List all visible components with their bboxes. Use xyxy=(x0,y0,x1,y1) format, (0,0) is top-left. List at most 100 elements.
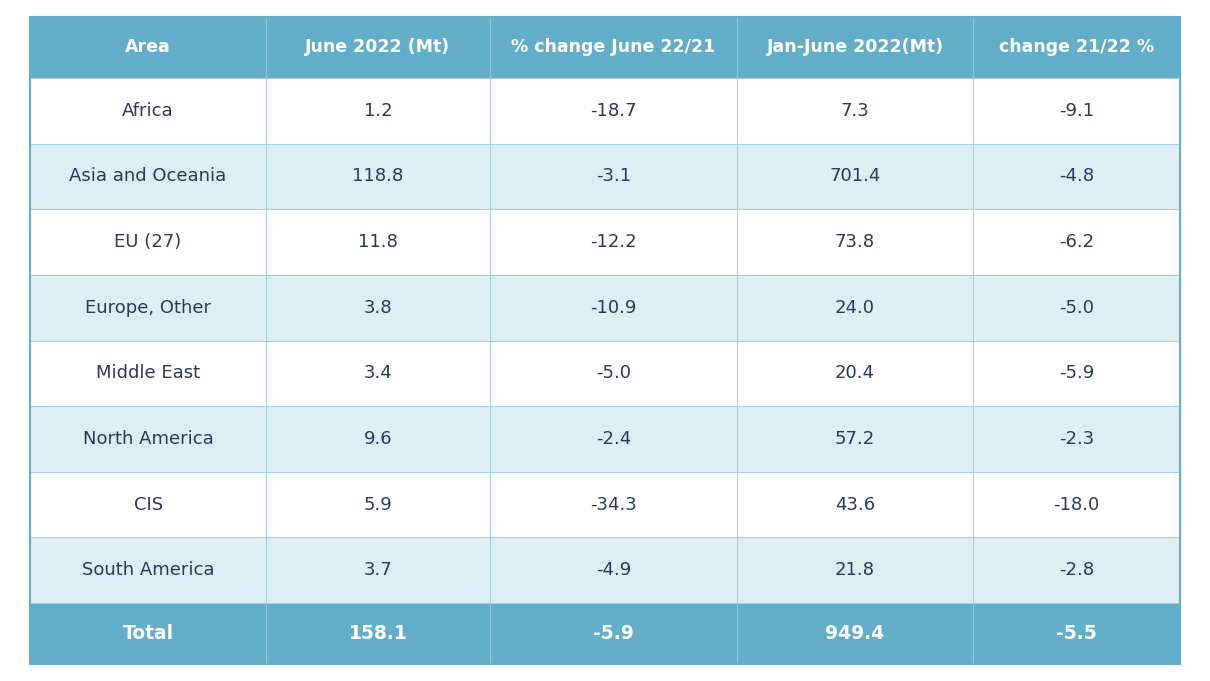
Text: -2.3: -2.3 xyxy=(1059,430,1094,448)
Text: -4.9: -4.9 xyxy=(597,561,632,580)
Bar xyxy=(30,17,266,78)
Text: 949.4: 949.4 xyxy=(825,624,885,643)
Text: -18.0: -18.0 xyxy=(1053,496,1100,513)
Bar xyxy=(737,603,973,664)
Bar xyxy=(490,472,737,537)
Text: -34.3: -34.3 xyxy=(590,496,636,513)
Bar xyxy=(266,17,490,78)
Bar xyxy=(266,340,490,406)
Text: 3.4: 3.4 xyxy=(363,364,392,382)
Text: Europe, Other: Europe, Other xyxy=(85,299,211,317)
Bar xyxy=(266,603,490,664)
Text: 11.8: 11.8 xyxy=(358,233,398,251)
Text: North America: North America xyxy=(82,430,213,448)
Bar xyxy=(266,78,490,144)
Bar xyxy=(973,340,1180,406)
Text: -10.9: -10.9 xyxy=(590,299,636,317)
Text: Middle East: Middle East xyxy=(96,364,200,382)
Bar xyxy=(737,144,973,209)
Bar xyxy=(490,406,737,472)
Text: 3.7: 3.7 xyxy=(363,561,392,580)
Bar xyxy=(737,537,973,603)
Text: Total: Total xyxy=(122,624,174,643)
Bar xyxy=(973,78,1180,144)
Bar xyxy=(30,340,266,406)
Bar xyxy=(490,17,737,78)
Text: -2.8: -2.8 xyxy=(1059,561,1094,580)
Text: -4.8: -4.8 xyxy=(1059,168,1094,185)
Text: -5.0: -5.0 xyxy=(597,364,632,382)
Text: -5.5: -5.5 xyxy=(1056,624,1096,643)
Bar xyxy=(490,537,737,603)
Bar xyxy=(490,603,737,664)
Bar xyxy=(737,472,973,537)
Text: % change June 22/21: % change June 22/21 xyxy=(512,38,716,57)
Text: -18.7: -18.7 xyxy=(590,101,636,120)
Bar xyxy=(490,275,737,340)
Bar xyxy=(30,275,266,340)
Text: Asia and Oceania: Asia and Oceania xyxy=(69,168,226,185)
Bar xyxy=(973,603,1180,664)
Text: 73.8: 73.8 xyxy=(835,233,875,251)
Bar xyxy=(973,275,1180,340)
Bar xyxy=(490,78,737,144)
Bar xyxy=(973,209,1180,275)
Bar xyxy=(30,472,266,537)
Text: 5.9: 5.9 xyxy=(363,496,392,513)
Bar xyxy=(30,603,266,664)
Text: Area: Area xyxy=(125,38,171,57)
Text: -5.0: -5.0 xyxy=(1059,299,1094,317)
Bar xyxy=(973,537,1180,603)
Text: June 2022 (Mt): June 2022 (Mt) xyxy=(305,38,450,57)
Text: -9.1: -9.1 xyxy=(1059,101,1094,120)
Text: -5.9: -5.9 xyxy=(1059,364,1094,382)
Bar xyxy=(737,340,973,406)
Text: -5.9: -5.9 xyxy=(593,624,634,643)
Text: 43.6: 43.6 xyxy=(835,496,875,513)
Bar xyxy=(30,78,266,144)
Text: 24.0: 24.0 xyxy=(835,299,875,317)
Text: 1.2: 1.2 xyxy=(364,101,392,120)
Bar xyxy=(266,472,490,537)
Bar xyxy=(490,144,737,209)
Text: 57.2: 57.2 xyxy=(835,430,875,448)
Text: change 21/22 %: change 21/22 % xyxy=(998,38,1154,57)
Text: 20.4: 20.4 xyxy=(835,364,875,382)
Text: EU (27): EU (27) xyxy=(115,233,182,251)
Text: -3.1: -3.1 xyxy=(597,168,632,185)
Text: 21.8: 21.8 xyxy=(835,561,875,580)
Bar xyxy=(30,537,266,603)
Text: 118.8: 118.8 xyxy=(352,168,404,185)
Text: -2.4: -2.4 xyxy=(597,430,632,448)
Text: 701.4: 701.4 xyxy=(829,168,881,185)
Bar xyxy=(737,78,973,144)
Bar xyxy=(266,537,490,603)
Bar xyxy=(973,406,1180,472)
Text: -12.2: -12.2 xyxy=(590,233,636,251)
Bar xyxy=(266,406,490,472)
Text: 9.6: 9.6 xyxy=(364,430,392,448)
Bar xyxy=(266,144,490,209)
Bar xyxy=(737,275,973,340)
Bar xyxy=(737,209,973,275)
Text: 3.8: 3.8 xyxy=(364,299,392,317)
Bar xyxy=(973,17,1180,78)
Text: -6.2: -6.2 xyxy=(1059,233,1094,251)
Bar xyxy=(266,209,490,275)
Text: CIS: CIS xyxy=(133,496,162,513)
Text: 158.1: 158.1 xyxy=(348,624,408,643)
Bar xyxy=(30,144,266,209)
Text: Jan-June 2022(Mt): Jan-June 2022(Mt) xyxy=(766,38,944,57)
Text: Africa: Africa xyxy=(122,101,174,120)
Bar xyxy=(737,17,973,78)
Bar xyxy=(737,406,973,472)
Bar xyxy=(30,209,266,275)
Bar xyxy=(973,144,1180,209)
Bar xyxy=(490,209,737,275)
Text: 7.3: 7.3 xyxy=(841,101,870,120)
Bar xyxy=(266,275,490,340)
Text: South America: South America xyxy=(82,561,214,580)
Bar xyxy=(973,472,1180,537)
Bar xyxy=(490,340,737,406)
Bar xyxy=(30,406,266,472)
